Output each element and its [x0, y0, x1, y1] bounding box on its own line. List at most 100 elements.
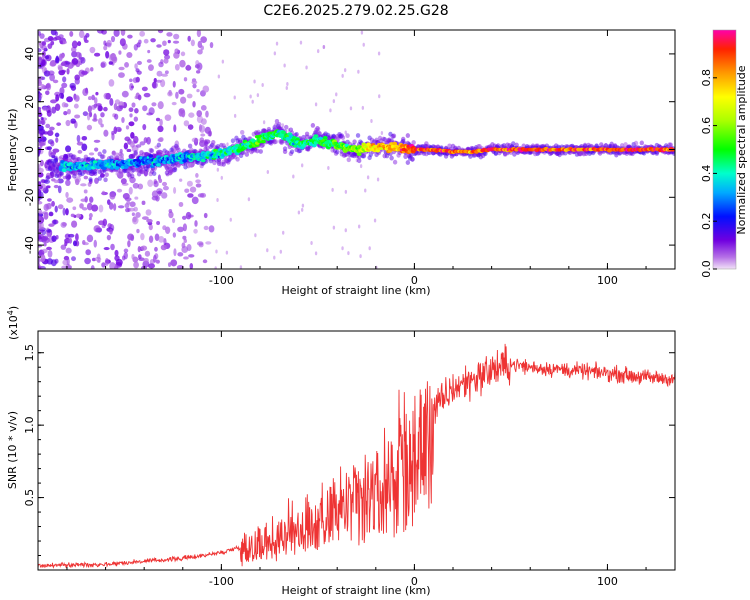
noise-speckle — [65, 145, 72, 153]
spectral-peak — [322, 135, 328, 140]
noise-speckle — [55, 103, 61, 111]
noise-speckle — [83, 175, 89, 180]
noise-speckle — [155, 117, 161, 122]
noise-speckle — [146, 218, 153, 223]
noise-speckle — [43, 242, 47, 247]
noise-speckle — [65, 119, 71, 127]
noise-speckle — [75, 51, 81, 58]
noise-speckle — [349, 106, 353, 111]
noise-speckle — [177, 226, 184, 233]
spectral-halo — [403, 154, 408, 160]
noise-speckle — [186, 64, 191, 70]
spectral-halo — [172, 167, 178, 173]
noise-speckle — [80, 57, 86, 64]
noise-speckle — [118, 50, 122, 55]
noise-speckle — [93, 139, 101, 143]
noise-speckle — [183, 256, 189, 260]
noise-speckle — [378, 94, 381, 99]
spectral-halo — [230, 138, 236, 144]
noise-speckle — [142, 123, 147, 131]
spectral-halo — [310, 122, 316, 128]
noise-speckle — [100, 62, 106, 68]
noise-speckle — [148, 235, 154, 243]
noise-speckle — [202, 85, 210, 93]
noise-speckle — [38, 191, 41, 198]
noise-speckle — [113, 30, 120, 37]
noise-speckle — [38, 167, 44, 174]
spectral-peak — [312, 143, 317, 148]
noise-speckle — [158, 235, 165, 243]
noise-speckle — [101, 190, 105, 196]
spectrogram-y-label: Frequency (Hz) — [6, 109, 19, 192]
x-tick-label: 100 — [597, 274, 618, 287]
noise-speckle — [247, 197, 251, 202]
noise-speckle — [133, 206, 138, 212]
noise-speckle — [67, 108, 71, 115]
noise-speckle — [344, 130, 347, 135]
noise-speckle — [273, 51, 277, 56]
noise-speckle — [275, 41, 279, 46]
noise-speckle — [196, 110, 203, 117]
noise-speckle — [127, 34, 133, 39]
noise-speckle — [172, 80, 176, 88]
noise-speckle — [297, 210, 301, 215]
noise-speckle — [131, 253, 135, 260]
spectral-halo — [152, 171, 157, 176]
noise-speckle — [49, 126, 55, 131]
noise-speckle — [103, 45, 108, 51]
spectral-peak — [156, 163, 161, 167]
noise-speckle — [60, 62, 66, 67]
noise-speckle — [163, 57, 169, 64]
noise-speckle — [108, 53, 116, 62]
spectral-halo — [294, 131, 299, 137]
x-tick-label: 0 — [411, 575, 418, 588]
spectral-peak — [318, 136, 323, 141]
noise-speckle — [148, 224, 153, 231]
colorbar-tick-label: 0.8 — [700, 69, 713, 87]
noise-speckle — [178, 201, 184, 207]
noise-speckle — [168, 89, 172, 96]
noise-speckle — [95, 91, 99, 96]
noise-speckle — [156, 44, 162, 48]
noise-speckle — [197, 40, 203, 49]
noise-speckle — [38, 226, 44, 230]
spectral-halo — [392, 159, 398, 165]
noise-speckle — [54, 132, 60, 138]
noise-speckle — [178, 88, 185, 95]
noise-speckle — [50, 99, 57, 104]
noise-speckle — [188, 112, 195, 118]
y-tick-label: 0.5 — [23, 489, 36, 507]
noise-speckle — [220, 175, 223, 180]
noise-speckle — [183, 120, 190, 127]
noise-speckle — [134, 196, 139, 200]
noise-speckle — [161, 73, 168, 77]
noise-speckle — [77, 149, 83, 154]
noise-speckle — [55, 137, 59, 143]
colorbar-tick-label: 0.4 — [700, 165, 713, 183]
noise-speckle — [199, 192, 207, 198]
noise-speckle — [138, 39, 142, 45]
noise-speckle — [142, 216, 149, 220]
noise-speckle — [146, 59, 152, 63]
noise-speckle — [190, 39, 195, 47]
noise-speckle — [183, 77, 188, 82]
noise-speckle — [61, 265, 69, 269]
noise-speckle — [104, 257, 109, 266]
noise-speckle — [184, 188, 190, 193]
noise-speckle — [39, 159, 44, 167]
noise-speckle — [54, 91, 61, 97]
colorbar-ticks: 0.0 0.2 0.4 0.6 0.8 — [700, 69, 717, 278]
spectral-peak — [313, 134, 319, 138]
noise-speckle — [62, 259, 69, 266]
noise-speckle — [191, 137, 199, 143]
noise-speckle — [88, 217, 92, 221]
spectral-halo — [277, 121, 282, 127]
noise-speckle — [46, 232, 51, 237]
noise-speckle — [174, 48, 179, 54]
spectral-halo — [111, 150, 116, 156]
noise-speckle — [57, 185, 62, 194]
noise-speckle — [196, 89, 200, 93]
noise-speckle — [153, 180, 159, 188]
spectral-halo — [405, 160, 411, 165]
spectral-halo — [355, 133, 361, 138]
